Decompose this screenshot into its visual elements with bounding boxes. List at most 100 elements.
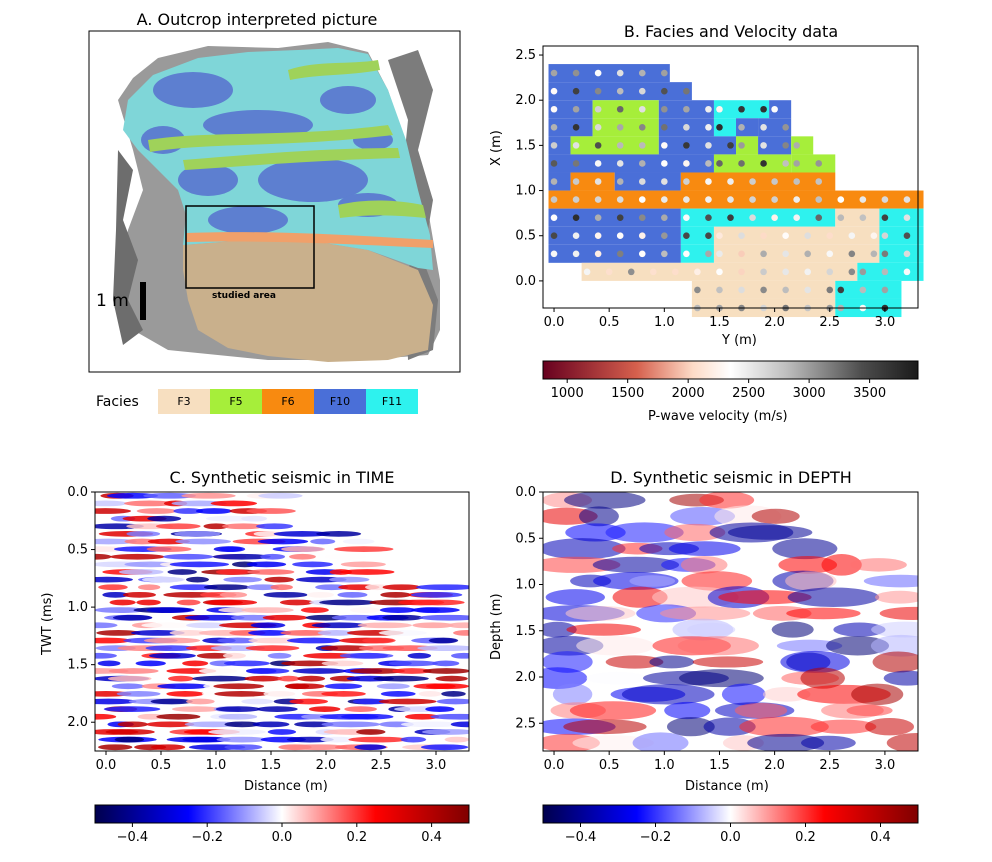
- panel-b-ytick-label: 1.5: [515, 138, 536, 153]
- seismic-reflector: [280, 630, 332, 636]
- seismic-reflector: [324, 553, 367, 560]
- seismic-reflector: [143, 637, 201, 644]
- velocity-sample-point: [616, 105, 624, 113]
- seismic-reflector: [96, 630, 141, 636]
- seismic-reflector: [241, 515, 268, 522]
- seismic-reflector: [315, 584, 349, 591]
- velocity-colorbar-tick-label: 3000: [793, 386, 826, 401]
- seismic-reflector: [786, 607, 861, 620]
- seismic-reflector: [205, 515, 255, 522]
- facies-cell-f10: [758, 136, 792, 155]
- facies-cell-f5: [713, 154, 792, 173]
- velocity-sample-point: [705, 105, 712, 113]
- velocity-sample-point: [903, 232, 911, 240]
- seismic-reflector: [344, 706, 377, 712]
- velocity-sample-point: [705, 124, 712, 131]
- seismic-reflector: [97, 660, 121, 667]
- seismic-reflector: [703, 717, 756, 736]
- panel-b-xlabel: Y (m): [722, 333, 757, 348]
- seismic-reflector: [356, 729, 386, 735]
- seismic-reflector: [208, 729, 266, 735]
- panel-c-reflectors: [95, 492, 469, 751]
- seismic-reflector: [667, 717, 715, 737]
- velocity-sample-point: [705, 214, 712, 221]
- velocity-sample-point: [881, 250, 889, 258]
- seismic-reflector: [166, 690, 205, 697]
- facies-cell-f10: [658, 136, 737, 155]
- seismic-reflector: [219, 591, 248, 598]
- velocity-sample-point: [594, 142, 602, 149]
- seismic-reflector: [105, 729, 155, 735]
- panel-a-title: A. Outcrop interpreted picture: [136, 10, 378, 29]
- seismic-reflector: [176, 599, 201, 606]
- seismic-reflector: [111, 683, 145, 690]
- seismic-reflector: [850, 558, 907, 572]
- facies-cell-f10: [548, 154, 714, 173]
- seismic-reflector: [141, 576, 186, 583]
- facies-cell-f10: [614, 172, 681, 191]
- seismic-reflector: [681, 571, 753, 591]
- seismic-reflector: [262, 614, 308, 621]
- seismic-reflector: [727, 525, 813, 540]
- panel-c-colorbar-tick-label: −0.2: [191, 830, 223, 845]
- velocity-sample-point: [782, 160, 789, 167]
- seismic-reflector: [151, 744, 186, 751]
- velocity-sample-point: [616, 250, 624, 258]
- velocity-sample-point: [572, 160, 580, 167]
- seismic-reflector: [260, 553, 285, 560]
- seismic-reflector: [222, 652, 246, 659]
- velocity-sample-point: [616, 87, 624, 95]
- seismic-reflector: [380, 690, 416, 697]
- velocity-sample-point: [661, 250, 668, 258]
- facies-cell-f11: [857, 262, 924, 281]
- seismic-reflector: [263, 591, 308, 598]
- seismic-reflector: [800, 667, 845, 689]
- velocity-sample-point: [782, 232, 789, 240]
- seismic-reflector: [435, 675, 468, 682]
- seismic-reflector: [230, 614, 275, 621]
- facies-cell-f11: [713, 118, 737, 137]
- velocity-sample-point: [870, 250, 878, 258]
- facies-cell-f3: [713, 244, 880, 263]
- seismic-reflector: [257, 538, 309, 545]
- panel-c-xtick-label: 1.0: [206, 758, 227, 773]
- seismic-reflector: [545, 589, 605, 606]
- seismic-reflector: [342, 538, 375, 545]
- seismic-reflector: [145, 645, 198, 652]
- velocity-sample-point: [683, 142, 690, 149]
- seismic-reflector: [846, 704, 893, 717]
- seismic-reflector: [95, 508, 132, 514]
- panel-c-frame: [94, 491, 470, 752]
- facies-cell-f10: [548, 100, 593, 119]
- velocity-sample-point: [760, 124, 767, 131]
- seismic-reflector: [95, 622, 118, 629]
- seismic-reflector: [333, 546, 394, 553]
- velocity-sample-point: [572, 87, 580, 95]
- velocity-sample-point: [661, 232, 668, 240]
- velocity-sample-point: [771, 178, 778, 185]
- velocity-sample-point: [638, 160, 646, 167]
- seismic-reflector: [241, 607, 294, 613]
- seismic-reflector: [416, 584, 469, 591]
- panel-c-ytick-label: 1.5: [67, 658, 88, 673]
- velocity-sample-point: [594, 69, 602, 77]
- velocity-colorbar-label: P-wave velocity (m/s): [648, 409, 788, 424]
- seismic-reflector: [267, 652, 292, 659]
- velocity-sample-point: [903, 196, 911, 203]
- velocity-sample-point: [616, 142, 624, 149]
- seismic-reflector: [173, 508, 204, 514]
- velocity-sample-point: [683, 196, 690, 203]
- velocity-sample-point: [616, 196, 624, 203]
- velocity-sample-point: [550, 69, 558, 77]
- outcrop-picture: [88, 30, 461, 373]
- seismic-reflector: [566, 623, 641, 636]
- seismic-reflector: [124, 500, 175, 507]
- seismic-reflector: [289, 553, 316, 560]
- panel-c-title: C. Synthetic seismic in TIME: [169, 468, 395, 487]
- velocity-sample-point: [594, 178, 602, 185]
- facies-cell-f10: [548, 226, 681, 245]
- seismic-reflector: [421, 729, 469, 735]
- velocity-sample-point: [881, 232, 889, 240]
- seismic-reflector: [289, 698, 329, 705]
- seismic-reflector: [400, 736, 427, 743]
